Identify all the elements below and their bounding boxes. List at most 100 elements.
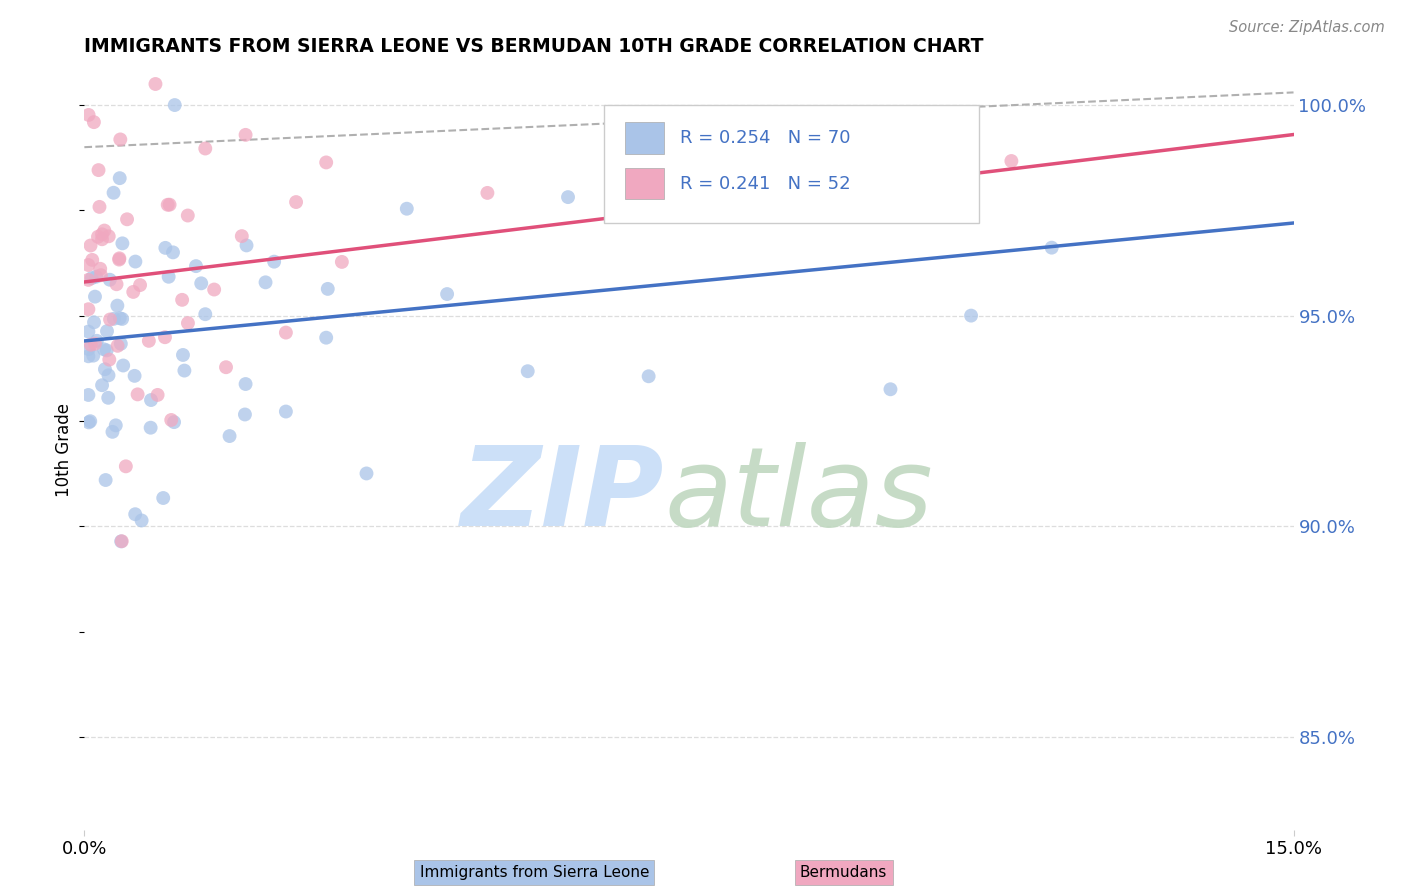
- Point: [87, 229, 110, 244]
- Text: R = 0.254   N = 70: R = 0.254 N = 70: [681, 129, 851, 147]
- Point: [960, 309, 983, 323]
- Point: [77, 325, 100, 339]
- Point: [138, 334, 160, 348]
- Text: Immigrants from Sierra Leone: Immigrants from Sierra Leone: [419, 865, 650, 880]
- Point: [124, 254, 146, 268]
- Point: [108, 252, 131, 266]
- Point: [516, 364, 538, 378]
- Point: [108, 311, 131, 326]
- Point: [315, 155, 337, 169]
- Point: [103, 311, 125, 326]
- Point: [111, 236, 134, 251]
- Point: [157, 269, 180, 284]
- FancyBboxPatch shape: [605, 105, 979, 223]
- Point: [89, 261, 111, 276]
- Point: [218, 429, 240, 443]
- Point: [131, 513, 153, 527]
- Point: [156, 198, 179, 212]
- Text: R = 0.241   N = 52: R = 0.241 N = 52: [681, 175, 851, 193]
- Point: [263, 254, 285, 268]
- Point: [96, 343, 118, 358]
- Bar: [624, 168, 664, 200]
- Point: [194, 141, 217, 155]
- Point: [86, 334, 108, 348]
- Point: [160, 413, 183, 427]
- Point: [110, 132, 132, 146]
- Point: [105, 277, 128, 292]
- Point: [235, 128, 257, 142]
- Text: IMMIGRANTS FROM SIERRA LEONE VS BERMUDAN 10TH GRADE CORRELATION CHART: IMMIGRANTS FROM SIERRA LEONE VS BERMUDAN…: [84, 37, 984, 56]
- Point: [104, 418, 127, 433]
- Point: [80, 337, 103, 351]
- Point: [77, 416, 100, 430]
- Point: [231, 229, 253, 244]
- Point: [177, 209, 200, 223]
- Point: [82, 252, 104, 267]
- Point: [233, 408, 256, 422]
- Point: [82, 349, 104, 363]
- Point: [105, 299, 128, 313]
- Point: [84, 290, 107, 304]
- Point: [153, 330, 176, 344]
- Point: [80, 271, 103, 285]
- Point: [172, 348, 194, 362]
- Point: [274, 326, 297, 340]
- Point: [316, 282, 339, 296]
- Point: [110, 336, 132, 351]
- Point: [799, 202, 821, 216]
- Point: [79, 414, 101, 428]
- Point: [129, 278, 152, 293]
- Point: [1000, 154, 1022, 169]
- Point: [84, 269, 107, 284]
- Point: [110, 534, 132, 549]
- Point: [98, 273, 121, 287]
- Point: [163, 415, 186, 429]
- Point: [177, 316, 200, 330]
- Point: [124, 507, 146, 521]
- Point: [93, 343, 115, 357]
- Point: [90, 268, 112, 283]
- Point: [285, 195, 308, 210]
- Point: [172, 293, 194, 307]
- Text: ZIP: ZIP: [461, 442, 665, 549]
- Point: [395, 202, 418, 216]
- Point: [190, 277, 212, 291]
- Point: [83, 315, 105, 329]
- Point: [77, 388, 100, 402]
- Point: [718, 182, 741, 196]
- Bar: [624, 122, 664, 154]
- Point: [254, 276, 277, 290]
- Point: [111, 534, 134, 549]
- Point: [89, 200, 111, 214]
- Point: [97, 391, 120, 405]
- Point: [91, 227, 114, 242]
- Point: [103, 186, 125, 200]
- Point: [330, 255, 353, 269]
- Point: [879, 382, 901, 396]
- Point: [1040, 241, 1063, 255]
- Point: [77, 258, 100, 272]
- Point: [356, 467, 378, 481]
- Point: [77, 273, 100, 287]
- Text: atlas: atlas: [665, 442, 934, 549]
- Point: [477, 186, 499, 200]
- Point: [145, 77, 167, 91]
- Point: [93, 223, 115, 237]
- Point: [139, 392, 162, 407]
- Point: [637, 369, 659, 384]
- Point: [122, 285, 145, 299]
- Point: [98, 312, 121, 326]
- Point: [91, 378, 114, 392]
- Point: [98, 352, 121, 367]
- Point: [127, 387, 149, 401]
- Point: [108, 171, 131, 186]
- Point: [202, 283, 225, 297]
- Point: [77, 108, 100, 122]
- Point: [155, 241, 177, 255]
- Point: [94, 473, 117, 487]
- Point: [152, 491, 174, 505]
- Point: [94, 362, 117, 376]
- Point: [87, 163, 110, 178]
- Point: [91, 232, 114, 246]
- Point: [77, 342, 100, 356]
